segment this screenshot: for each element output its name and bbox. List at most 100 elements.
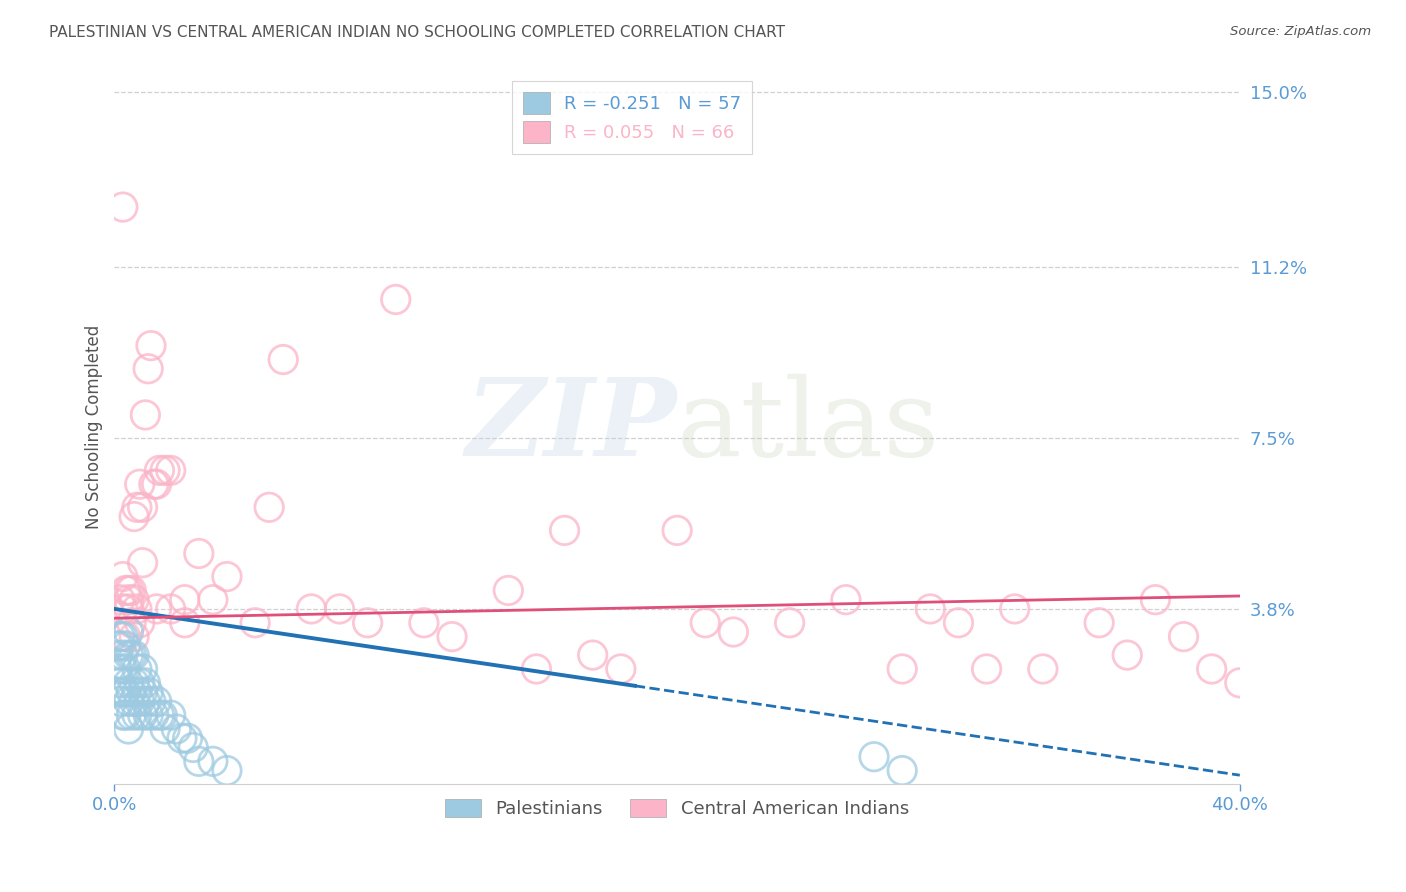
Point — [142, 708, 165, 723]
Point — [125, 708, 148, 723]
Point — [142, 477, 165, 491]
Point — [173, 615, 195, 630]
Point — [187, 755, 209, 769]
Point — [666, 524, 689, 538]
Point — [1173, 630, 1195, 644]
Point — [139, 694, 162, 708]
Point — [128, 694, 150, 708]
Point — [134, 694, 156, 708]
Point — [201, 755, 224, 769]
Point — [1088, 615, 1111, 630]
Point — [122, 675, 145, 690]
Point — [134, 408, 156, 422]
Point — [498, 583, 520, 598]
Point — [105, 662, 128, 676]
Point — [120, 583, 142, 598]
Point — [136, 685, 159, 699]
Point — [117, 592, 139, 607]
Text: ZIP: ZIP — [465, 374, 678, 480]
Point — [582, 648, 605, 662]
Point — [134, 675, 156, 690]
Point — [128, 675, 150, 690]
Point — [117, 722, 139, 736]
Point — [891, 764, 914, 778]
Point — [159, 708, 181, 723]
Text: Source: ZipAtlas.com: Source: ZipAtlas.com — [1230, 25, 1371, 38]
Point — [114, 639, 136, 653]
Y-axis label: No Schooling Completed: No Schooling Completed — [86, 325, 103, 529]
Point — [526, 662, 548, 676]
Point — [1116, 648, 1139, 662]
Point — [108, 675, 131, 690]
Point — [111, 569, 134, 583]
Point — [159, 463, 181, 477]
Point — [243, 615, 266, 630]
Point — [117, 583, 139, 598]
Point — [131, 662, 153, 676]
Point — [108, 592, 131, 607]
Point — [948, 615, 970, 630]
Point — [111, 685, 134, 699]
Legend: Palestinians, Central American Indians: Palestinians, Central American Indians — [439, 792, 917, 825]
Point — [111, 648, 134, 662]
Point — [153, 722, 176, 736]
Point — [120, 708, 142, 723]
Point — [111, 200, 134, 214]
Point — [153, 463, 176, 477]
Point — [131, 500, 153, 515]
Point — [181, 740, 204, 755]
Point — [554, 524, 576, 538]
Point — [257, 500, 280, 515]
Point — [148, 463, 170, 477]
Point — [356, 615, 378, 630]
Point — [122, 648, 145, 662]
Point — [117, 675, 139, 690]
Point — [122, 694, 145, 708]
Point — [1004, 602, 1026, 616]
Point — [1229, 675, 1251, 690]
Point — [120, 685, 142, 699]
Point — [170, 731, 193, 746]
Point — [128, 477, 150, 491]
Point — [271, 352, 294, 367]
Point — [215, 569, 238, 583]
Point — [145, 477, 167, 491]
Point — [117, 602, 139, 616]
Point — [125, 602, 148, 616]
Point — [131, 556, 153, 570]
Point — [108, 694, 131, 708]
Point — [695, 615, 717, 630]
Point — [165, 722, 187, 736]
Point — [108, 630, 131, 644]
Point — [384, 293, 406, 307]
Point — [105, 648, 128, 662]
Point — [173, 592, 195, 607]
Point — [148, 708, 170, 723]
Point — [976, 662, 998, 676]
Point — [111, 708, 134, 723]
Point — [117, 625, 139, 640]
Point — [723, 625, 745, 640]
Point — [145, 602, 167, 616]
Point — [187, 547, 209, 561]
Point — [131, 685, 153, 699]
Point — [139, 338, 162, 352]
Point — [920, 602, 942, 616]
Point — [122, 630, 145, 644]
Point — [412, 615, 434, 630]
Point — [108, 657, 131, 672]
Point — [150, 708, 173, 723]
Point — [105, 639, 128, 653]
Point — [125, 500, 148, 515]
Point — [125, 662, 148, 676]
Text: PALESTINIAN VS CENTRAL AMERICAN INDIAN NO SCHOOLING COMPLETED CORRELATION CHART: PALESTINIAN VS CENTRAL AMERICAN INDIAN N… — [49, 25, 785, 40]
Point — [111, 602, 134, 616]
Point — [122, 592, 145, 607]
Point — [120, 648, 142, 662]
Point — [120, 615, 142, 630]
Point — [125, 685, 148, 699]
Point — [111, 630, 134, 644]
Point — [145, 694, 167, 708]
Point — [114, 708, 136, 723]
Point — [122, 509, 145, 524]
